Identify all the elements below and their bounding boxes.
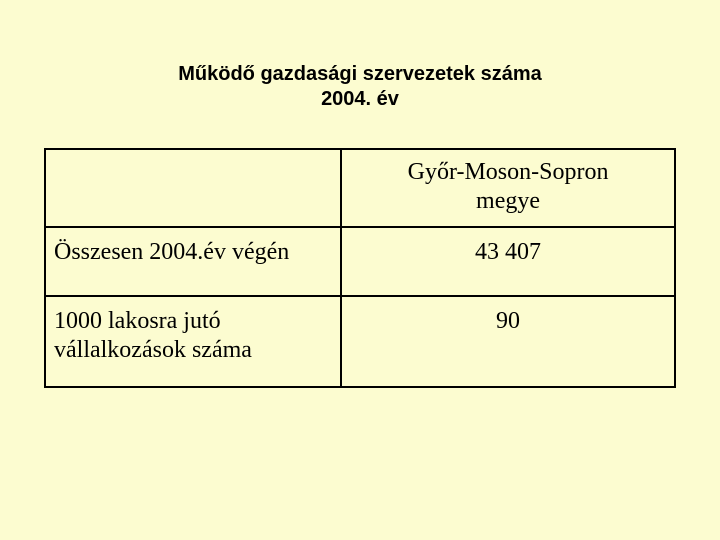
page-title: Működő gazdasági szervezetek száma 2004.… [0, 0, 720, 112]
row-label-cell: Összesen 2004.év végén [45, 227, 341, 296]
title-line-1: Működő gazdasági szervezetek száma [0, 62, 720, 87]
header-region-line2: megye [348, 187, 668, 216]
table-row: Összesen 2004.év végén 43 407 [45, 227, 675, 296]
table-row: Győr-Moson-Sopron megye [45, 149, 675, 227]
row-value: 43 407 [475, 239, 541, 265]
header-region-line1: Győr-Moson-Sopron [348, 158, 668, 187]
row-value: 90 [496, 308, 520, 334]
row-value-cell: 90 [341, 296, 675, 388]
table-row: 1000 lakosra jutó vállalkozások száma 90 [45, 296, 675, 388]
title-line-2: 2004. év [0, 87, 720, 112]
header-region-cell: Győr-Moson-Sopron megye [341, 149, 675, 227]
row-value-cell: 43 407 [341, 227, 675, 296]
data-table: Győr-Moson-Sopron megye Összesen 2004.év… [44, 148, 676, 388]
header-empty-cell [45, 149, 341, 227]
data-table-container: Győr-Moson-Sopron megye Összesen 2004.év… [44, 148, 676, 388]
row-label-cell: 1000 lakosra jutó vállalkozások száma [45, 296, 341, 388]
row-label-line2: vállalkozások száma [54, 336, 332, 365]
row-label: Összesen 2004.év végén [54, 239, 289, 265]
row-label-line1: 1000 lakosra jutó [54, 307, 332, 336]
